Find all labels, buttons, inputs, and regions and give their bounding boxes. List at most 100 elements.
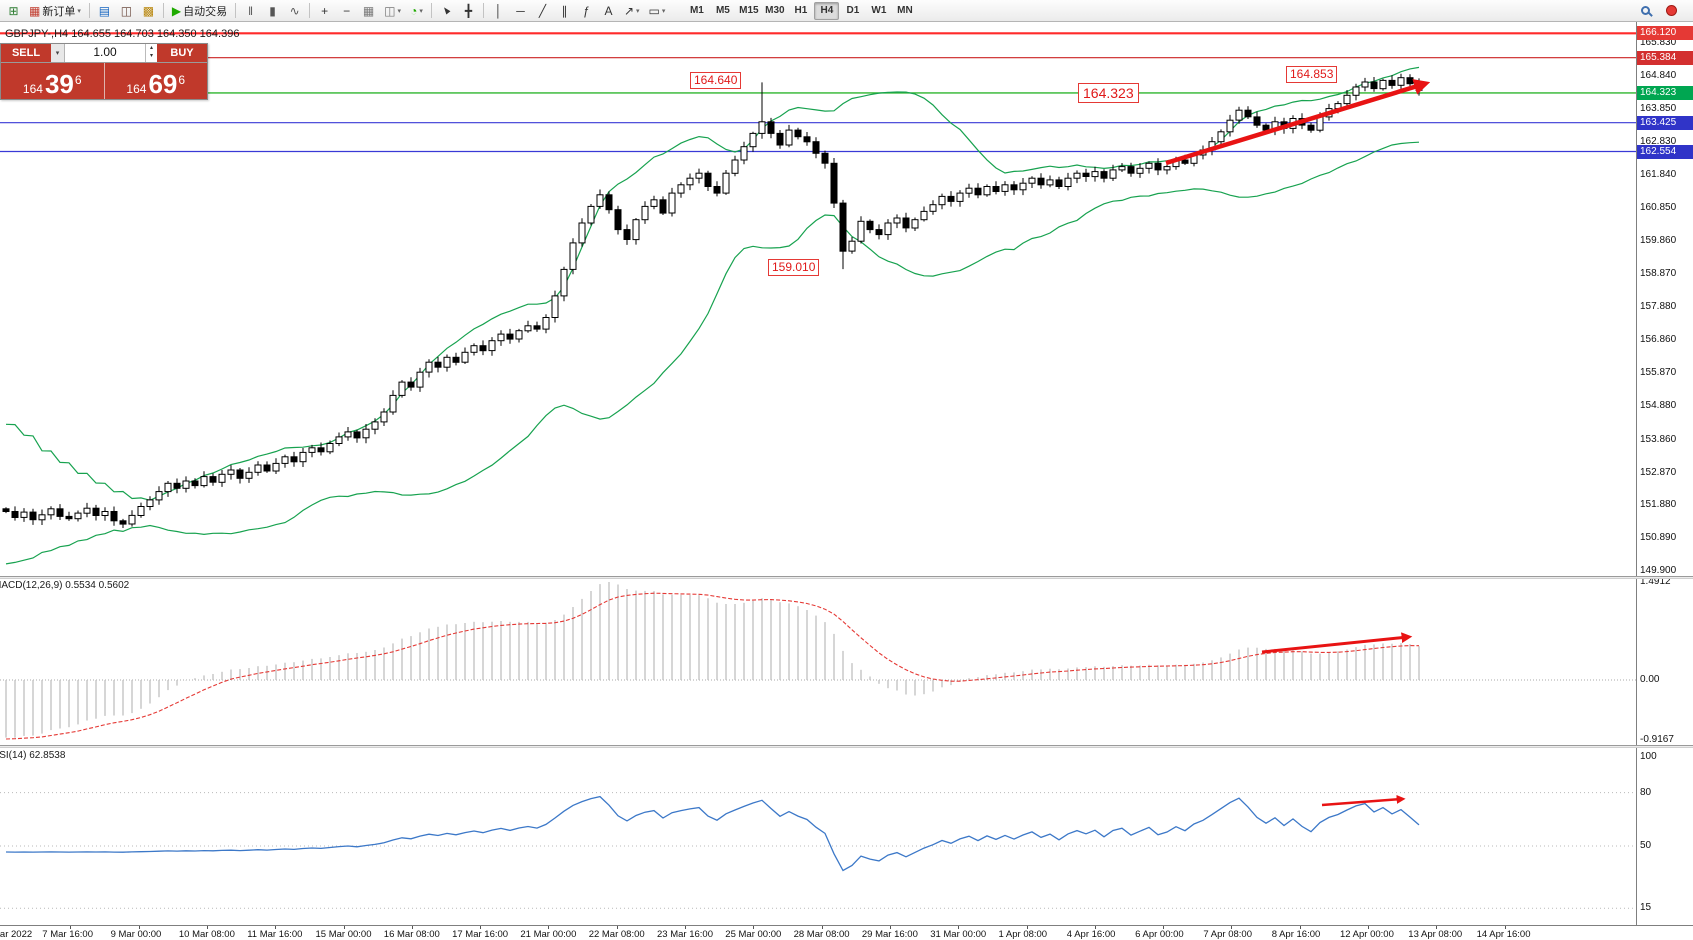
buy-price-display[interactable]: 164 69 6 xyxy=(104,63,207,99)
toolbar-separator xyxy=(482,3,484,18)
price-axis-label: 158.870 xyxy=(1640,267,1677,279)
time-axis-label: 7 Apr 08:00 xyxy=(1203,929,1252,940)
volume-input[interactable]: 1.00 ▴ ▾ xyxy=(65,44,157,62)
new-order-button[interactable]: ▦ 新订单 ▾ xyxy=(25,1,85,20)
price-annotation[interactable]: 164.323 xyxy=(1078,83,1139,103)
channel-tool-icon: ∥ xyxy=(561,3,568,18)
new-chart-button[interactable]: ⊞ xyxy=(3,1,24,20)
timeframe-d1-button[interactable]: D1 xyxy=(846,5,860,16)
trade-panel-prices: 164 39 6 164 69 6 xyxy=(1,63,207,99)
sell-price-pips: 39 xyxy=(44,69,74,99)
autotrading-button[interactable]: ▶ 自动交易 xyxy=(168,1,231,20)
price-axis-badge: 164.323 xyxy=(1637,85,1693,100)
horizontal-line-tool-button[interactable]: ─ xyxy=(510,1,531,20)
macd-axis-label: -0.9167 xyxy=(1640,734,1674,745)
symbol-ohlc-header: GBPJPY-,H4 164.655 164.703 164.350 164.3… xyxy=(5,28,240,40)
timeframe-h4-button[interactable]: H4 xyxy=(814,1,840,20)
time-axis-label: 10 Mar 08:00 xyxy=(178,929,235,940)
price-axis-label: 163.850 xyxy=(1640,102,1677,114)
sell-price-whole: 164 xyxy=(22,82,43,96)
spinner-down-icon[interactable]: ▾ xyxy=(149,53,153,59)
time-axis-label: 29 Mar 16:00 xyxy=(861,929,918,940)
data-window-button[interactable]: ◫ xyxy=(116,1,137,20)
sell-price-display[interactable]: 164 39 6 xyxy=(1,63,104,99)
trendline-tool-button[interactable]: ╱ xyxy=(532,1,553,20)
time-axis-label: 1 Apr 08:00 xyxy=(998,929,1048,940)
arrows-tool-button[interactable]: ↗ ▾ xyxy=(620,1,644,20)
rsi-label: RSI(14) 62.8538 xyxy=(0,750,66,761)
time-axis-label: 28 Mar 08:00 xyxy=(793,929,850,940)
time-axis-label: 7 Mar 16:00 xyxy=(42,929,93,940)
price-axis-label: 157.880 xyxy=(1640,300,1677,312)
volume-dropdown[interactable]: ▾ xyxy=(51,44,65,62)
time-axis: Mar 2022 7 Mar 16:00 9 Mar 00:00 10 Mar 08:… xyxy=(0,925,1693,940)
text-tool-icon: A xyxy=(604,3,613,18)
sell-button[interactable]: SELL xyxy=(1,44,51,62)
price-axis-label: 164.840 xyxy=(1640,69,1677,81)
price-axis-label: 152.870 xyxy=(1640,466,1677,478)
vertical-line-tool-button[interactable]: │ xyxy=(488,1,509,20)
text-tool-button[interactable]: A xyxy=(598,1,619,20)
buy-button[interactable]: BUY xyxy=(157,44,207,62)
rsi-axis-label: 80 xyxy=(1640,786,1652,798)
timeframe-w1-button[interactable]: W1 xyxy=(871,5,887,16)
price-axis-label: 165.830 xyxy=(1640,36,1677,48)
timeframe-m15-button[interactable]: M15 xyxy=(739,5,759,16)
price-annotation[interactable]: 159.010 xyxy=(768,259,820,276)
dropdown-arrow-icon: ▾ xyxy=(419,7,423,15)
crosshair-tool-icon: ╋ xyxy=(464,3,473,18)
price-annotation[interactable]: 164.853 xyxy=(1286,66,1338,83)
timeframe-m30-button[interactable]: M30 xyxy=(765,5,785,16)
bar-chart-button[interactable]: ‖ xyxy=(240,1,261,20)
time-axis-label: 13 Apr 08:00 xyxy=(1408,929,1463,940)
timeframe-h1-button[interactable]: H1 xyxy=(794,5,808,16)
price-axis-badge: 165.384 xyxy=(1637,50,1693,65)
cursor-tool-button[interactable]: ▲ xyxy=(436,1,457,20)
search-button[interactable] xyxy=(1635,1,1656,20)
rsi-panel-separator[interactable] xyxy=(0,745,1693,748)
candlestick-chart-button[interactable]: ▮ xyxy=(262,1,283,20)
fibonacci-tool-button[interactable]: ƒ xyxy=(576,1,597,20)
dropdown-arrow-icon: ▾ xyxy=(77,7,81,15)
navigator-button[interactable]: ▩ xyxy=(138,1,159,20)
zoom-out-button[interactable]: − xyxy=(336,1,357,20)
macd-panel-separator[interactable] xyxy=(0,576,1693,579)
rsi-axis-label: 15 xyxy=(1640,902,1652,914)
timeframe-mn-button[interactable]: MN xyxy=(897,5,913,16)
grid-button[interactable]: ▦ xyxy=(358,1,379,20)
volume-spinner[interactable]: ▴ ▾ xyxy=(145,44,157,62)
market-watch-icon: ▤ xyxy=(98,3,111,18)
tile-windows-icon: ◫ xyxy=(384,3,396,18)
fibonacci-tool-icon: ƒ xyxy=(583,3,590,18)
channel-tool-button[interactable]: ∥ xyxy=(554,1,575,20)
market-watch-button[interactable]: ▤ xyxy=(94,1,115,20)
record-button[interactable] xyxy=(1661,1,1682,20)
toolbar-right xyxy=(1635,1,1690,20)
timeframe-m5-button[interactable]: M5 xyxy=(715,5,730,16)
price-annotation[interactable]: 164.640 xyxy=(690,72,742,89)
time-axis-label: 14 Apr 16:00 xyxy=(1476,929,1531,940)
line-chart-button[interactable]: ∿ xyxy=(284,1,305,20)
time-axis-label: 15 Mar 00:00 xyxy=(315,929,372,940)
shapes-tool-button[interactable]: ▭ ▾ xyxy=(645,1,670,20)
timeframe-m1-button[interactable]: M1 xyxy=(689,5,704,16)
spinner-up-icon[interactable]: ▴ xyxy=(149,45,153,51)
tile-windows-button[interactable]: ◫ ▾ xyxy=(380,1,405,20)
scheduler-button[interactable]: ◔ ▾ xyxy=(406,1,427,20)
one-click-trading-panel: SELL ▾ 1.00 ▴ ▾ BUY 164 39 6 164 69 6 xyxy=(0,43,208,100)
navigator-icon: ▩ xyxy=(142,3,155,18)
zoom-in-button[interactable]: + xyxy=(314,1,335,20)
data-window-icon: ◫ xyxy=(120,3,133,18)
autotrading-icon: ▶ xyxy=(171,3,182,18)
crosshair-tool-button[interactable]: ╋ xyxy=(458,1,479,20)
sell-price-point: 6 xyxy=(74,73,82,87)
line-chart-icon: ∿ xyxy=(289,3,300,18)
rsi-axis-label: 100 xyxy=(1640,751,1657,762)
chart-canvas[interactable] xyxy=(0,0,1636,940)
zoom-in-icon: + xyxy=(321,3,329,18)
time-axis-label: 11 Mar 16:00 xyxy=(247,929,303,940)
dropdown-arrow-icon: ▾ xyxy=(661,7,666,15)
macd-axis-label: 1.4912 xyxy=(1640,576,1671,587)
time-axis-label: 8 Apr 16:00 xyxy=(1271,929,1321,940)
dropdown-arrow-icon: ▾ xyxy=(397,7,401,15)
